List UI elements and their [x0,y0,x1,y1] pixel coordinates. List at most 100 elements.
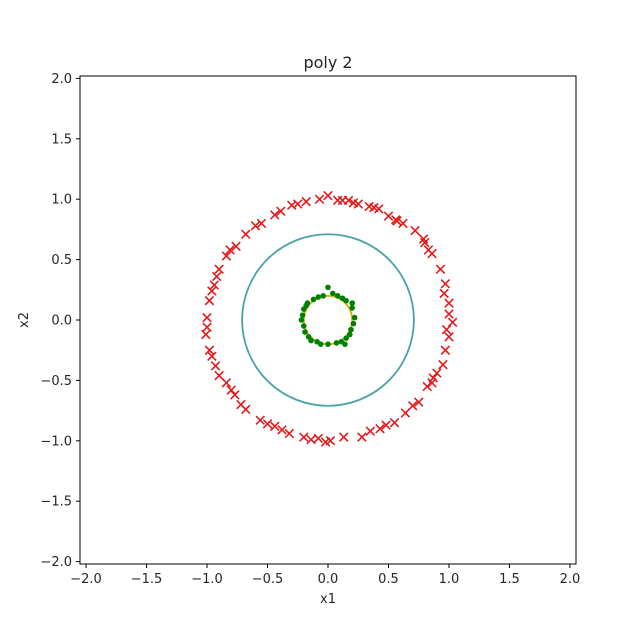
x-axis-label: x1 [320,592,336,607]
y-tick-label: 0.5 [51,253,72,268]
outer-class-point [410,225,420,236]
inner-class-point [301,306,307,312]
y-tick-label: −2.0 [40,555,72,570]
outer-class-point [400,408,411,418]
outer-class-point [440,278,451,289]
outer-class-point [353,199,364,209]
y-tick-label: −0.5 [40,374,72,389]
outer-class-point [390,214,401,225]
outer-class-point [320,437,331,447]
y-tick-label: 1.0 [51,193,72,208]
outer-class-point [256,218,267,229]
inner-class-point [343,335,349,341]
inner-class-point [330,290,336,297]
inner-class-point [350,320,357,327]
inner-class-point [301,323,307,329]
outer-class-point [226,385,236,395]
x-tick-label: 1.0 [439,572,460,587]
y-tick-label: 1.5 [51,132,72,147]
outer-class-point [221,251,232,261]
outer-class-point [207,286,217,296]
outer-class-point [438,359,448,370]
inner-class-point [349,300,355,306]
inner-class-point [349,305,355,311]
inner-class-point [348,326,354,333]
outer-class-point [204,295,215,306]
outer-class-point [211,271,222,282]
outer-class-point [332,195,343,206]
outer-class-point [381,420,391,430]
outer-class-point [210,361,221,371]
outer-class-point [407,400,418,411]
outer-class-point [422,381,432,392]
outer-class-point [284,428,295,439]
outer-class-point [230,390,240,400]
y-tick-label: −1.5 [40,495,72,510]
x-tick-label: 0.5 [378,572,399,587]
plot-area [201,190,458,447]
outer-class-point [299,432,309,442]
inner-class-point [342,341,348,347]
outer-class-point [204,345,215,355]
inner-class-point [346,331,353,338]
outer-class-point [357,432,367,442]
outer-class-point [313,433,324,444]
outer-class-point [343,195,354,206]
outer-class-point [231,241,241,252]
x-tick-label: −0.5 [252,572,284,587]
inner-class-point [302,329,308,335]
outer-class-point [277,425,287,435]
inner-class-point [308,337,314,344]
x-tick-label: −1.5 [131,572,163,587]
outer-class-point [255,415,266,426]
decision-boundary-circle [241,233,415,407]
outer-class-point [221,378,232,388]
outer-class-point [398,218,408,229]
outer-class-point [292,199,303,209]
outer-class-point [441,324,452,335]
outer-class-point [214,264,224,275]
outer-class-point [214,370,224,381]
outer-class-point [365,426,376,436]
outer-class-point [383,211,394,221]
x-tick-label: 1.5 [499,572,520,587]
inner-class-point [299,312,306,318]
y-axis-label: x2 [17,312,32,328]
outer-class-point [202,322,212,333]
outer-class-point [444,309,454,319]
inner-class-point [298,317,305,323]
y-tick-label: −1.0 [40,434,72,449]
inner-class-point [334,293,341,299]
outer-class-point [306,434,316,445]
chart-title: poly 2 [303,53,352,72]
outer-class-point [427,378,437,388]
outer-class-point [369,202,379,213]
outer-class-point [270,210,280,220]
x-tick-label: −2.0 [70,572,102,587]
outer-class-point [250,221,261,231]
y-tick-label: 0.0 [51,314,72,329]
outer-class-point [440,345,451,355]
outer-class-point [209,280,220,290]
outer-class-point [447,317,458,328]
inner-class-point [351,314,358,321]
outer-class-point [432,368,442,378]
outer-class-point [389,417,400,428]
x-tick-label: −1.0 [191,572,223,587]
outer-class-point [435,264,446,275]
inner-class-point [304,300,311,306]
outer-class-point [338,432,349,442]
outer-class-point [444,298,454,308]
outer-class-point [444,332,454,342]
outer-class-point [262,419,273,429]
outer-class-point [240,229,251,240]
outer-class-point [423,245,434,255]
outer-class-point [301,196,311,207]
outer-class-point [270,421,280,432]
y-tick-label: 2.0 [51,72,72,87]
outer-class-point [439,288,449,299]
inner-class-point [310,296,317,303]
x-tick-label: 0.0 [318,572,339,587]
